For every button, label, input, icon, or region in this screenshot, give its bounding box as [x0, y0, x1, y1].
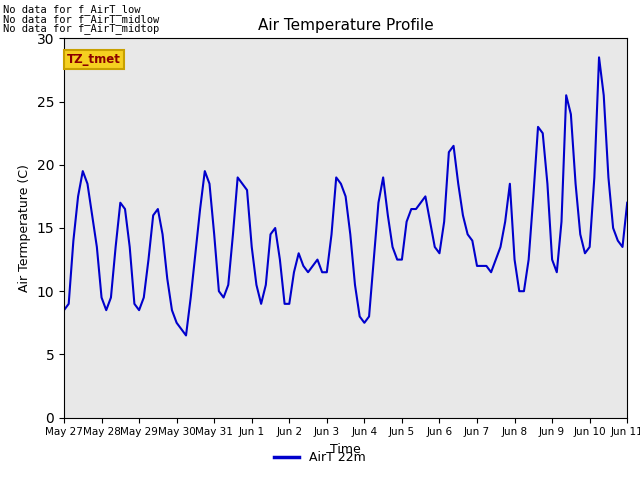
Text: No data for f_AirT_midtop: No data for f_AirT_midtop [3, 23, 159, 34]
Y-axis label: Air Termperature (C): Air Termperature (C) [18, 164, 31, 292]
Text: TZ_tmet: TZ_tmet [67, 53, 121, 66]
Title: Air Temperature Profile: Air Temperature Profile [258, 18, 433, 33]
Legend: AirT 22m: AirT 22m [269, 446, 371, 469]
Text: No data for f_AirT_low: No data for f_AirT_low [3, 4, 141, 15]
X-axis label: Time: Time [330, 443, 361, 456]
Text: No data for f_AirT_midlow: No data for f_AirT_midlow [3, 13, 159, 24]
